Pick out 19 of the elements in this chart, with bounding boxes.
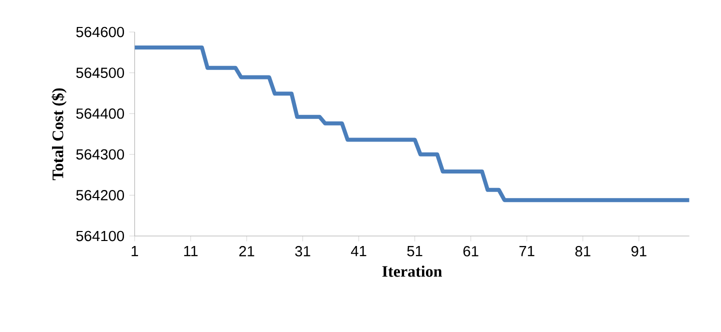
y-tick-label: 564200 [76,190,124,200]
x-tick-label: 41 [350,246,366,256]
y-tick-label: 564600 [76,26,124,38]
line-series [134,46,690,202]
x-tick-label: 1 [132,246,138,256]
y-tick-label: 564100 [76,230,124,242]
x-tick-label: 51 [407,246,422,256]
y-axis-title: Total Cost ($) [52,88,67,180]
y-tick-label: 564500 [76,68,124,78]
x-tick-label: 61 [463,246,478,256]
x-tick-label: 31 [295,246,310,256]
x-tick-label: 71 [519,246,534,256]
x-axis-title: Iteration [382,266,442,277]
y-tick-label: 564300 [76,149,124,160]
x-tick-label: 21 [239,246,254,256]
x-tick-label: 91 [631,246,646,256]
x-tick-label: 81 [575,246,590,256]
y-tick-label: 564400 [76,108,124,119]
x-tick-label: 11 [184,246,198,256]
